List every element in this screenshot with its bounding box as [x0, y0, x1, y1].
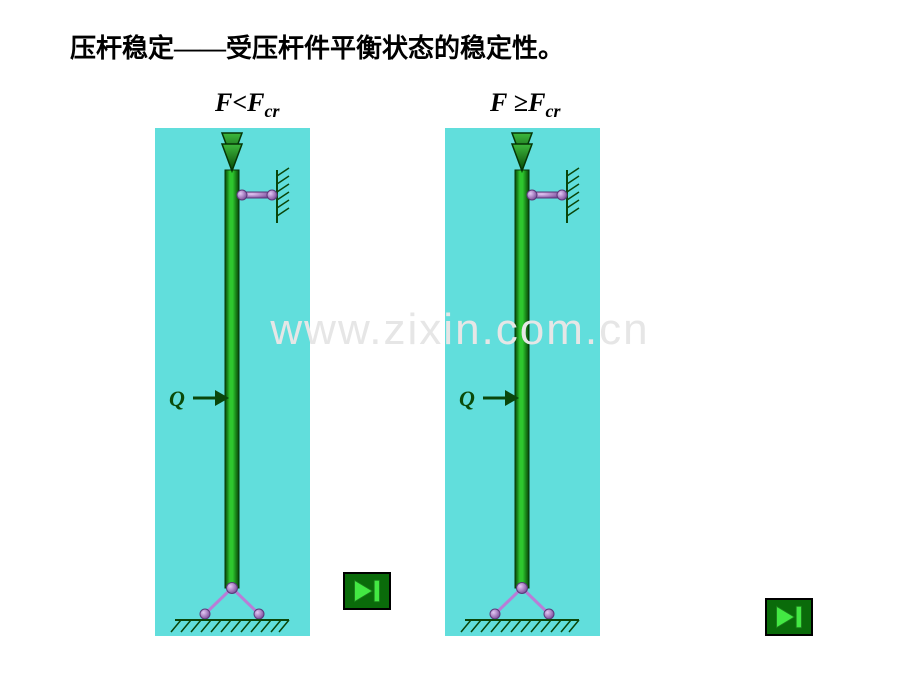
roller-support-top: [527, 168, 579, 223]
play-button-right[interactable]: [765, 598, 813, 636]
panel-right: Q: [445, 128, 600, 636]
lateral-force-q: [193, 390, 229, 406]
q-label-left: Q: [169, 386, 185, 412]
lateral-force-q: [483, 390, 519, 406]
force-arrow-top: [512, 133, 532, 171]
pin-support-bottom: [461, 583, 579, 633]
force-arrow-top: [222, 133, 242, 171]
formula-sub: cr: [545, 101, 560, 121]
formula-f1: F: [215, 88, 232, 117]
formula-left: F<Fcr: [215, 88, 280, 122]
play-button-left[interactable]: [343, 572, 391, 610]
formula-right: F ≥Fcr: [490, 88, 560, 122]
formula-op: <: [232, 88, 247, 117]
page-title: 压杆稳定——受压杆件平衡状态的稳定性。: [70, 28, 564, 65]
formula-sub: cr: [265, 101, 280, 121]
column-diagram-left: [155, 128, 310, 636]
formula-f2: F: [528, 88, 545, 117]
play-icon: [345, 574, 389, 608]
play-icon: [767, 600, 811, 634]
column-diagram-right: [445, 128, 600, 636]
panel-left: Q: [155, 128, 310, 636]
q-label-right: Q: [459, 386, 475, 412]
formula-f2: F: [247, 88, 264, 117]
formula-op: ≥: [507, 88, 528, 117]
pin-support-bottom: [171, 583, 289, 633]
roller-support-top: [237, 168, 289, 223]
formula-f1: F: [490, 88, 507, 117]
